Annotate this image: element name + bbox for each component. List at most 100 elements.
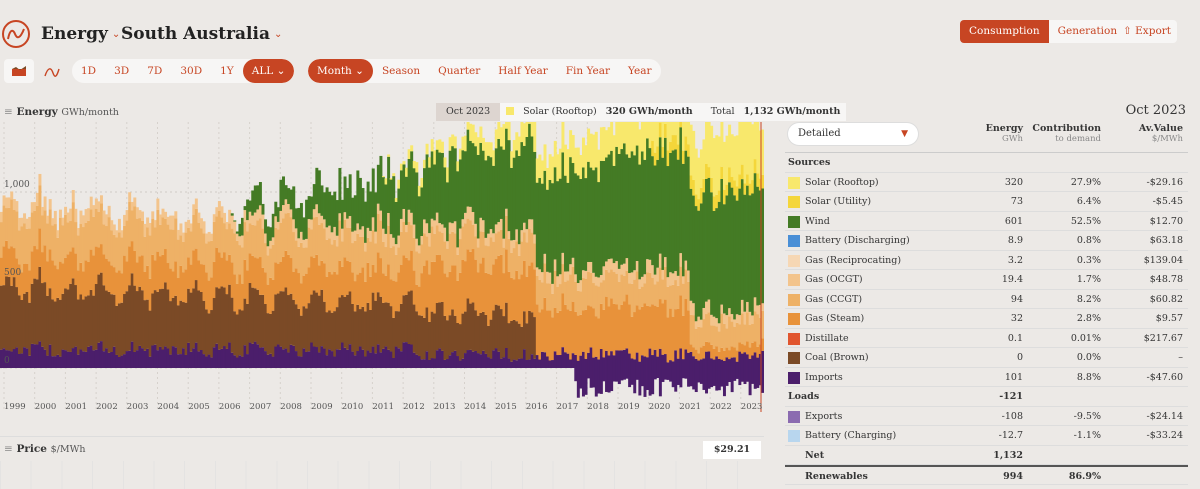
chart-bar — [692, 315, 696, 348]
chart-bar — [30, 202, 34, 213]
logo-icon[interactable] — [2, 20, 30, 48]
chart-bar — [743, 368, 747, 385]
detail-dropdown[interactable]: Detailed ▼ — [788, 123, 918, 145]
table-row[interactable]: Gas (Reciprocating) 3.2 0.3% $139.04 — [785, 251, 1188, 270]
chart-bar — [141, 220, 144, 256]
table-row[interactable]: Gas (OCGT) 19.4 1.7% $48.78 — [785, 270, 1188, 290]
table-row[interactable]: Gas (CCGT) 94 8.2% $60.82 — [785, 290, 1188, 309]
chart-bar — [358, 309, 362, 347]
range-30d-button[interactable]: 30D — [180, 65, 203, 77]
chart-bar — [489, 274, 493, 320]
chart-bar — [307, 303, 311, 352]
series-swatch[interactable] — [788, 352, 800, 364]
chart-bar — [189, 231, 193, 265]
chart-bar — [56, 269, 60, 298]
chart-bar — [335, 200, 339, 236]
area-chart-view-button[interactable] — [4, 59, 34, 83]
region-dropdown[interactable]: South Australia ⌄ — [121, 24, 282, 44]
chart-bar — [517, 323, 521, 359]
range-3d-button[interactable]: 3D — [114, 65, 130, 77]
chart-bar — [397, 311, 401, 349]
price-chart-area[interactable] — [0, 461, 764, 489]
table-row[interactable]: Gas (Steam) 32 2.8% $9.57 — [785, 309, 1188, 329]
chart-bar — [528, 359, 532, 368]
chart-bar — [284, 250, 288, 288]
chart-bar — [294, 351, 298, 368]
chart-bar — [125, 291, 129, 352]
table-row[interactable]: Imports 101 8.8% -$47.60 — [785, 368, 1188, 387]
chart-bar — [633, 120, 637, 156]
line-chart-view-button[interactable] — [37, 59, 67, 83]
chart-bar — [74, 208, 78, 223]
series-swatch[interactable] — [788, 274, 800, 286]
series-swatch[interactable] — [788, 235, 800, 247]
menu-icon[interactable]: ≡ — [4, 443, 13, 455]
table-row[interactable]: Coal (Brown) 0 0.0% – — [785, 348, 1188, 368]
energy-chart-header: ≡ Energy GWh/month Oct 2023 Solar (Rooft… — [0, 103, 847, 121]
chart-bar — [125, 261, 129, 292]
chart-bar — [346, 260, 350, 295]
chart-bar — [238, 245, 242, 275]
table-row[interactable]: Battery (Charging) -12.7 -1.1% -$33.24 — [785, 426, 1188, 446]
chart-bar — [138, 286, 142, 346]
chart-bar — [617, 268, 621, 282]
chart-bar — [248, 200, 252, 212]
chart-bar — [653, 107, 657, 153]
chart-bar — [302, 239, 306, 248]
range-1y-button[interactable]: 1Y — [220, 65, 234, 77]
chart-bar — [489, 358, 493, 368]
series-swatch[interactable] — [788, 215, 800, 228]
energy-stacked-chart[interactable] — [0, 67, 765, 412]
chart-bar — [669, 308, 673, 361]
chart-bar — [282, 291, 285, 350]
chart-bar — [702, 139, 706, 179]
chart-bar — [556, 154, 560, 182]
generation-button[interactable]: Generation — [1057, 25, 1118, 37]
chart-bar — [502, 238, 506, 248]
series-swatch[interactable] — [788, 176, 800, 189]
range-7d-button[interactable]: 7D — [147, 65, 163, 77]
row-av-value: -$29.16 — [1146, 176, 1183, 188]
table-row[interactable]: Battery (Discharging) 8.9 0.8% $63.18 — [785, 231, 1188, 251]
table-row[interactable]: Solar (Utility) 73 6.4% -$5.45 — [785, 192, 1188, 212]
interval-half-year-button[interactable]: Half Year — [498, 65, 548, 77]
export-button[interactable]: ⇧ Export — [1117, 20, 1177, 43]
consumption-button[interactable]: Consumption — [960, 20, 1049, 43]
chart-bar — [102, 285, 106, 352]
menu-icon[interactable]: ≡ — [4, 106, 13, 118]
chart-bar — [661, 146, 665, 158]
chart-bar — [469, 303, 473, 350]
chart-bar — [23, 264, 27, 294]
chart-bar — [389, 178, 393, 180]
chart-bar — [510, 361, 514, 368]
chart-bar — [428, 321, 432, 360]
interval-season-button[interactable]: Season — [381, 65, 421, 77]
series-swatch[interactable] — [788, 196, 800, 208]
table-row[interactable]: Wind 601 52.5% $12.70 — [785, 212, 1188, 231]
series-swatch[interactable] — [788, 371, 800, 384]
series-swatch[interactable] — [788, 332, 800, 345]
range-all-button[interactable]: ALL ⌄ — [242, 59, 295, 83]
interval-month-button[interactable]: Month ⌄ — [308, 59, 373, 83]
chart-bar — [38, 173, 42, 186]
interval-quarter-button[interactable]: Quarter — [438, 65, 481, 77]
table-row[interactable]: Exports -108 -9.5% -$24.14 — [785, 407, 1188, 426]
chart-bar — [469, 206, 473, 221]
chart-bar — [664, 257, 667, 268]
chart-bar — [758, 130, 762, 179]
row-energy: 73 — [1010, 196, 1023, 207]
chart-bar — [733, 347, 737, 358]
series-swatch[interactable] — [788, 430, 800, 442]
range-1d-button[interactable]: 1D — [81, 65, 97, 77]
table-row[interactable]: Distillate 0.1 0.01% $217.67 — [785, 329, 1188, 348]
series-swatch[interactable] — [788, 410, 800, 423]
chart-bar — [410, 151, 414, 213]
series-swatch[interactable] — [788, 293, 800, 306]
interval-year-button[interactable]: Year — [628, 65, 652, 77]
app-title-dropdown[interactable]: Energy ⌄ — [41, 24, 120, 44]
row-av-value: $60.82 — [1149, 293, 1183, 305]
series-swatch[interactable] — [788, 313, 800, 325]
interval-fin-year-button[interactable]: Fin Year — [565, 65, 611, 77]
table-row[interactable]: Solar (Rooftop) 320 27.9% -$29.16 — [785, 173, 1188, 192]
series-swatch[interactable] — [788, 254, 800, 267]
